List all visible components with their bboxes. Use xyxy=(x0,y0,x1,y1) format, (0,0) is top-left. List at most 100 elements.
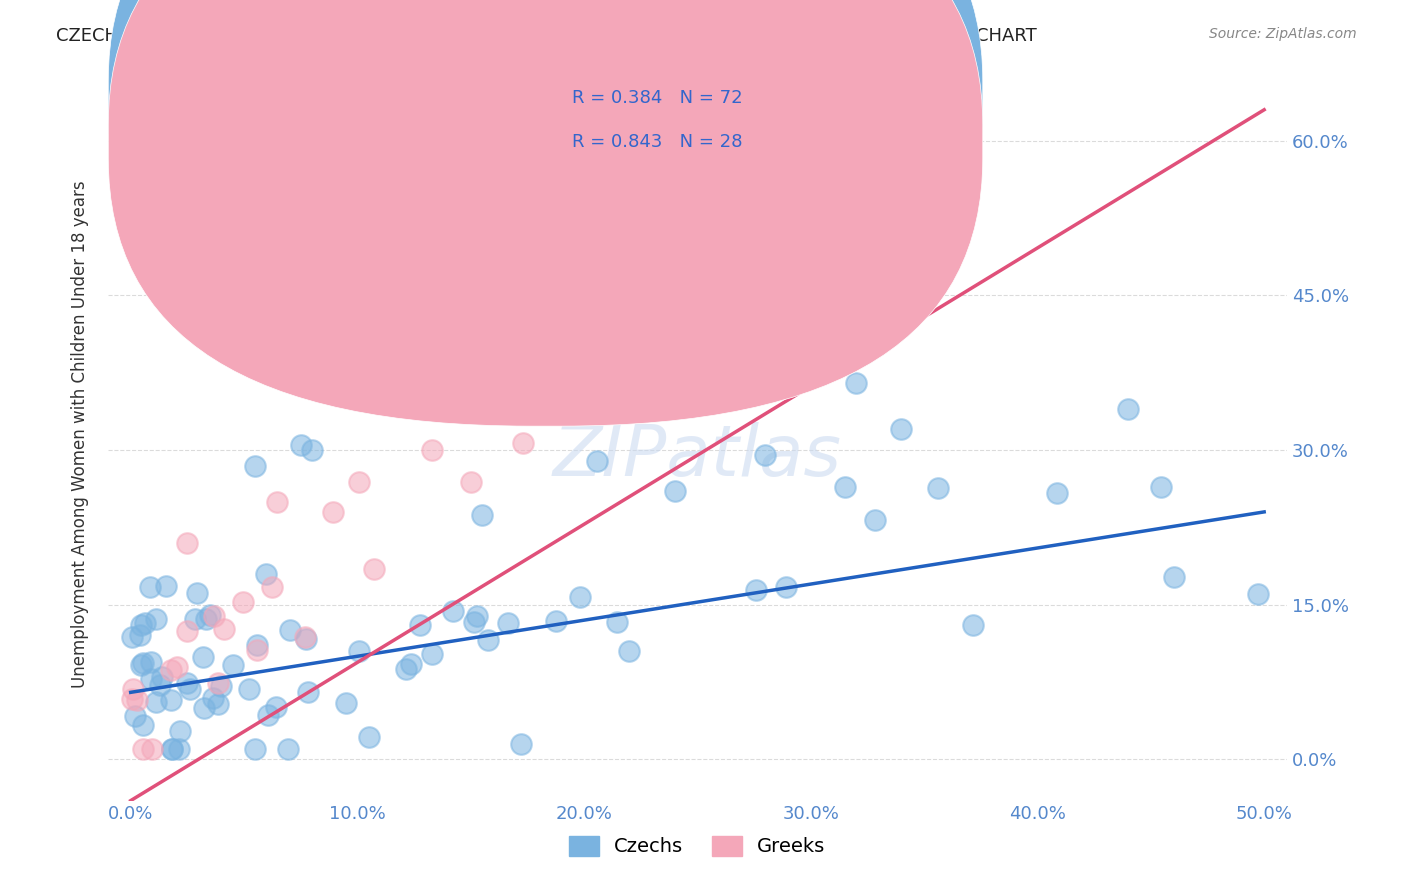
Point xyxy=(139,672,162,686)
Point xyxy=(650,289,672,303)
Point xyxy=(186,586,208,600)
Point xyxy=(129,618,152,632)
Text: R = 0.843   N = 28: R = 0.843 N = 28 xyxy=(572,133,742,151)
Point xyxy=(160,742,183,756)
Point xyxy=(141,742,163,756)
Point xyxy=(129,658,152,673)
Point xyxy=(191,650,214,665)
Point xyxy=(198,607,221,622)
Point xyxy=(420,443,443,458)
Point xyxy=(395,662,418,676)
Point xyxy=(347,475,370,489)
Point xyxy=(1046,486,1069,500)
Point xyxy=(834,480,856,494)
Point xyxy=(415,350,437,364)
Point xyxy=(167,742,190,756)
Point xyxy=(1150,480,1173,494)
Point xyxy=(201,691,224,706)
Point xyxy=(149,678,172,692)
Point xyxy=(745,582,768,597)
Point xyxy=(245,458,267,473)
Point xyxy=(927,481,949,495)
Point xyxy=(195,611,218,625)
Point xyxy=(664,484,686,499)
Point xyxy=(176,675,198,690)
Point xyxy=(294,630,316,644)
Point xyxy=(585,453,607,467)
Point xyxy=(606,615,628,629)
Point xyxy=(347,643,370,657)
Point xyxy=(1247,587,1270,601)
Point xyxy=(238,681,260,696)
Point xyxy=(231,595,253,609)
Point xyxy=(363,562,385,576)
Text: ZIPatlas: ZIPatlas xyxy=(553,422,842,491)
Point xyxy=(290,438,312,452)
Point xyxy=(169,724,191,739)
Point xyxy=(658,288,681,302)
Point xyxy=(160,663,183,677)
Point xyxy=(162,742,184,756)
Point xyxy=(619,644,641,658)
Point xyxy=(150,669,173,683)
Point xyxy=(266,495,288,509)
Text: R = 0.384   N = 72: R = 0.384 N = 72 xyxy=(572,88,742,106)
Point xyxy=(209,679,232,693)
Point xyxy=(214,623,236,637)
Point xyxy=(357,730,380,744)
Point xyxy=(125,692,148,706)
Point xyxy=(962,618,984,632)
Point xyxy=(512,435,534,450)
Point xyxy=(297,684,319,698)
Point xyxy=(845,376,868,390)
Point xyxy=(468,366,491,380)
Point xyxy=(121,630,143,644)
Point xyxy=(122,681,145,696)
Point xyxy=(754,448,776,462)
Point xyxy=(335,696,357,710)
Point xyxy=(420,647,443,661)
Point xyxy=(568,590,591,604)
Point xyxy=(460,475,482,489)
Point xyxy=(207,676,229,690)
Point xyxy=(278,623,301,637)
Point xyxy=(141,655,163,669)
Point xyxy=(399,657,422,671)
Point xyxy=(246,643,269,657)
Point xyxy=(1163,570,1185,584)
Point xyxy=(207,698,229,712)
Point xyxy=(145,695,167,709)
Point xyxy=(441,604,464,618)
Text: Source: ZipAtlas.com: Source: ZipAtlas.com xyxy=(1209,27,1357,41)
Point xyxy=(132,742,155,756)
Point xyxy=(155,579,177,593)
Point xyxy=(277,742,299,756)
Text: CZECH VS GREEK UNEMPLOYMENT AMONG WOMEN WITH CHILDREN UNDER 18 YEARS CORRELATION: CZECH VS GREEK UNEMPLOYMENT AMONG WOMEN … xyxy=(56,27,1038,45)
Point xyxy=(176,624,198,639)
Point xyxy=(243,742,266,756)
Point xyxy=(134,615,156,630)
Point xyxy=(254,567,277,582)
Point xyxy=(409,618,432,632)
Point xyxy=(124,709,146,723)
Point xyxy=(193,700,215,714)
Point xyxy=(295,632,318,646)
Point xyxy=(890,422,912,436)
Point xyxy=(544,614,567,628)
Legend: Czechs, Greeks: Czechs, Greeks xyxy=(561,828,834,864)
Point xyxy=(741,288,763,302)
Point xyxy=(145,612,167,626)
Point xyxy=(246,638,269,652)
Point xyxy=(264,700,287,714)
Point xyxy=(697,201,720,215)
Point xyxy=(132,718,155,732)
Point xyxy=(184,612,207,626)
Point xyxy=(775,581,797,595)
Point xyxy=(260,581,283,595)
Point xyxy=(129,628,152,642)
Point xyxy=(301,443,323,458)
Y-axis label: Unemployment Among Women with Children Under 18 years: Unemployment Among Women with Children U… xyxy=(72,181,89,689)
Point xyxy=(510,737,533,751)
Point xyxy=(560,390,582,404)
Point xyxy=(465,608,488,623)
